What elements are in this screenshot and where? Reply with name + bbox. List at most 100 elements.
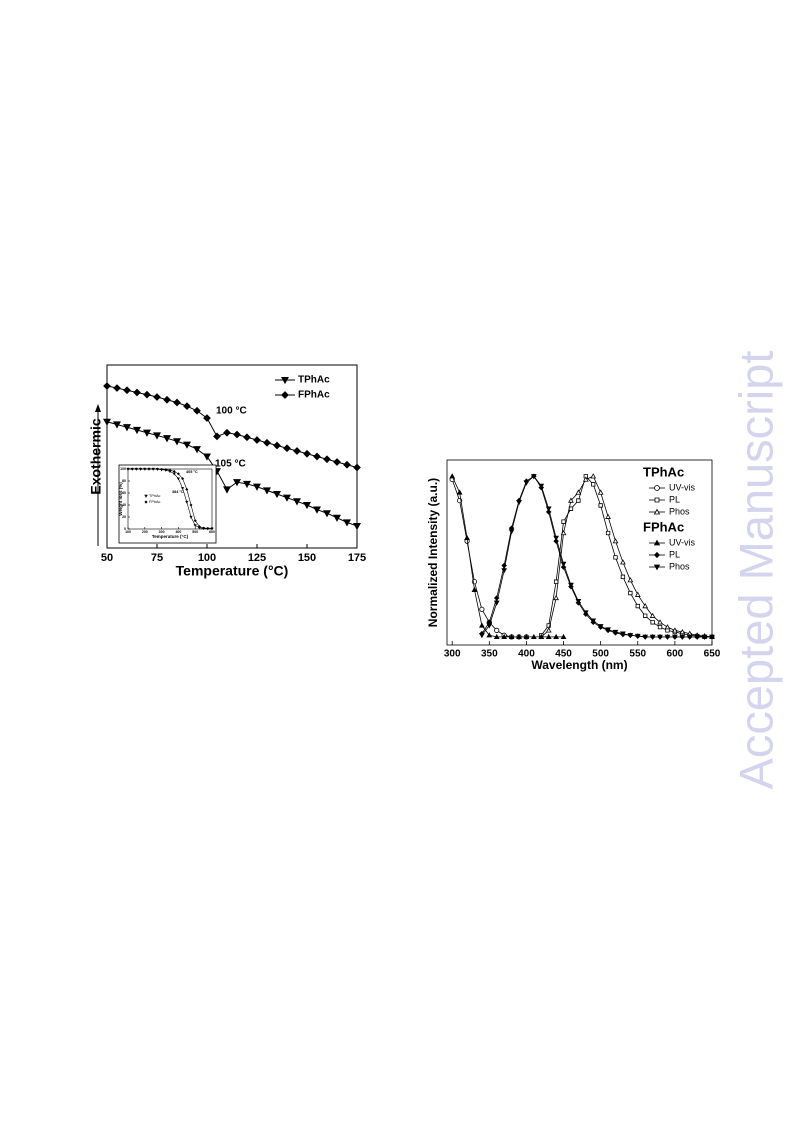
marker	[486, 623, 493, 629]
marker	[353, 463, 361, 472]
marker	[501, 568, 508, 574]
marker	[664, 634, 671, 640]
x-tick-label: 300	[444, 649, 461, 660]
marker	[575, 489, 582, 495]
marker	[185, 500, 189, 504]
marker	[202, 526, 206, 530]
marker	[597, 489, 604, 495]
marker	[293, 498, 301, 506]
marker	[273, 490, 281, 499]
legend-label: PL	[669, 549, 680, 559]
marker	[143, 390, 151, 399]
marker	[193, 406, 201, 415]
legend-label: TPhAc	[298, 375, 330, 386]
y-axis-title: Exothermic	[88, 418, 104, 494]
marker	[523, 633, 530, 640]
marker	[139, 467, 143, 471]
marker	[464, 534, 470, 541]
marker	[634, 633, 641, 640]
marker	[133, 426, 141, 435]
legend-label: PL	[669, 494, 680, 504]
marker	[643, 613, 648, 618]
marker	[147, 467, 151, 471]
plot-frame	[106, 364, 358, 549]
legend-label: Phos	[669, 506, 690, 516]
x-tick-label: 600	[667, 649, 684, 660]
marker	[605, 530, 611, 536]
marker	[173, 438, 181, 446]
x-tick-label: 150	[298, 552, 316, 564]
marker	[206, 526, 210, 530]
y-axis-title: Normalized Intensity (a.u.)	[426, 478, 440, 627]
marker	[103, 382, 111, 390]
marker	[456, 489, 463, 495]
marker	[649, 634, 656, 640]
marker	[605, 627, 611, 633]
marker	[233, 479, 241, 487]
legend-label: FPhAc	[298, 390, 330, 401]
annotation: 405 °C	[186, 470, 198, 474]
marker	[657, 619, 663, 625]
x-tick-label: 100	[198, 552, 216, 564]
marker	[471, 586, 478, 592]
marker	[193, 519, 197, 523]
marker	[605, 513, 611, 519]
marker	[185, 487, 189, 491]
legend-marker	[281, 391, 289, 399]
marker	[253, 436, 261, 444]
marker	[545, 633, 552, 640]
legend-marker	[144, 494, 148, 498]
marker	[181, 477, 185, 481]
marker	[263, 438, 271, 447]
marker	[181, 487, 185, 490]
series-line	[451, 476, 564, 638]
marker	[323, 455, 331, 464]
marker	[133, 388, 141, 397]
x-tick-label: 400	[518, 649, 535, 660]
marker	[479, 622, 485, 628]
marker	[168, 468, 172, 472]
marker	[283, 494, 291, 502]
x-tick-label: 400	[175, 530, 181, 534]
x-tick-label: 100	[125, 530, 131, 534]
marker	[530, 633, 537, 640]
legend-label: Phos	[669, 561, 690, 571]
marker	[553, 535, 559, 541]
marker	[143, 467, 147, 471]
marker	[545, 506, 552, 512]
marker	[151, 467, 155, 471]
marker	[672, 627, 678, 633]
marker	[575, 599, 582, 605]
marker	[163, 395, 171, 404]
marker	[113, 421, 121, 429]
marker	[493, 600, 500, 606]
inset-background	[118, 464, 217, 544]
y-tick-label: 20	[122, 515, 126, 519]
marker	[538, 483, 545, 489]
marker	[213, 432, 221, 441]
marker	[694, 634, 701, 640]
marker	[642, 634, 649, 640]
marker	[591, 482, 596, 487]
marker	[597, 624, 604, 630]
x-tick-label: 200	[142, 530, 148, 534]
marker	[189, 503, 193, 507]
marker	[561, 519, 566, 524]
marker	[353, 523, 361, 531]
x-tick-label: 450	[555, 649, 572, 660]
legend-marker	[653, 564, 661, 571]
legend-group-title: FPhAc	[643, 519, 684, 534]
marker	[709, 634, 715, 640]
marker	[243, 480, 251, 489]
marker	[620, 574, 626, 580]
marker	[333, 458, 341, 466]
marker	[323, 510, 331, 518]
legend-marker	[653, 551, 661, 559]
marker	[568, 582, 574, 588]
marker	[576, 498, 581, 503]
marker	[516, 633, 522, 640]
marker	[701, 634, 708, 640]
marker	[243, 433, 251, 442]
marker	[203, 414, 211, 422]
